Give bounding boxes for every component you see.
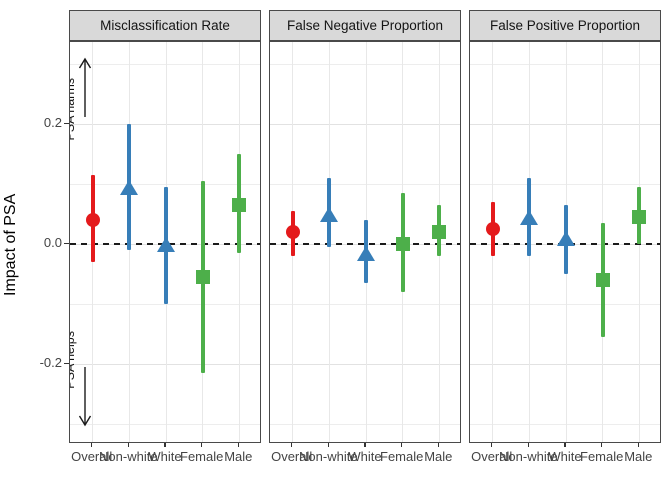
x-tick-label: White [348, 449, 382, 464]
y-tick [64, 242, 69, 244]
facet-strip: False Positive Proportion [469, 10, 661, 41]
gridline [270, 123, 460, 125]
y-tick [64, 122, 69, 124]
x-tick [437, 443, 439, 447]
x-tick [164, 443, 166, 447]
x-tick-label: Non-white [499, 449, 558, 464]
x-tick [327, 443, 329, 447]
x-tick [491, 443, 493, 447]
point-marker [320, 206, 339, 222]
facet-strip: False Negative Proportion [269, 10, 461, 41]
x-tick [527, 443, 529, 447]
x-tick-label: Non-white [299, 449, 358, 464]
gridline [470, 63, 660, 65]
x-tick-label: White [548, 449, 582, 464]
gridline [70, 363, 260, 365]
gridline [270, 63, 460, 65]
point-marker [357, 245, 375, 261]
x-tick-label: Male [224, 449, 253, 464]
facet-title: False Positive Proportion [489, 18, 641, 33]
point-marker [395, 237, 410, 251]
facet-title: Misclassification Rate [100, 18, 230, 33]
facet-panel [269, 41, 461, 443]
point-marker [232, 198, 247, 212]
point-marker [595, 273, 610, 287]
x-tick [601, 443, 603, 447]
annotation-psa-helps: PSA helps [69, 331, 77, 389]
y-tick-label: 0.2 [43, 115, 62, 130]
gridline [70, 183, 260, 185]
point-marker [557, 230, 575, 246]
x-tick-label: Overall [471, 449, 513, 464]
up-arrow-icon [78, 57, 92, 117]
x-tick-label: Male [424, 449, 453, 464]
x-tick [291, 443, 293, 447]
gridline [270, 423, 460, 425]
gridline [470, 363, 660, 365]
down-arrow-icon [78, 367, 92, 427]
facet-title: False Negative Proportion [286, 18, 444, 33]
x-tick [201, 443, 203, 447]
x-tick [127, 443, 129, 447]
point-marker [632, 210, 647, 224]
x-tick [401, 443, 403, 447]
gridline [470, 423, 660, 425]
gridline [270, 303, 460, 305]
point-marker [120, 179, 139, 195]
gridline [70, 63, 260, 65]
gridline [70, 123, 260, 125]
gridline [270, 183, 460, 185]
x-tick-label: Overall [71, 449, 113, 464]
point-marker [85, 213, 100, 227]
x-tick-label: Overall [271, 449, 313, 464]
x-tick-label: Female [180, 449, 224, 464]
point-marker [520, 209, 539, 225]
y-tick-label: 0.0 [43, 235, 62, 250]
gridline [70, 423, 260, 425]
y-tick [64, 362, 69, 364]
annotation-psa-harms: PSA harms [69, 78, 77, 141]
x-tick-label: Non-white [99, 449, 158, 464]
gridline [70, 303, 260, 305]
x-tick-label: Male [624, 449, 653, 464]
point-marker [432, 225, 447, 239]
y-axis-title: Impact of PSA [2, 193, 19, 297]
x-tick [91, 443, 93, 447]
x-tick-label: Female [380, 449, 424, 464]
point-marker [157, 236, 175, 252]
facet-strip: Misclassification Rate [69, 10, 261, 41]
x-tick-label: White [148, 449, 182, 464]
facet-panel [469, 41, 661, 443]
x-tick [237, 443, 239, 447]
x-tick [637, 443, 639, 447]
x-tick [364, 443, 366, 447]
gridline [470, 183, 660, 185]
x-tick [564, 443, 566, 447]
x-tick-label: Female [580, 449, 624, 464]
y-tick-label: -0.2 [39, 355, 62, 370]
gridline [470, 303, 660, 305]
point-marker [285, 225, 300, 239]
point-marker [485, 222, 500, 236]
facet-panel: PSA harms PSA helps [69, 41, 261, 443]
gridline [270, 363, 460, 365]
gridline [470, 123, 660, 125]
point-marker [195, 270, 210, 284]
